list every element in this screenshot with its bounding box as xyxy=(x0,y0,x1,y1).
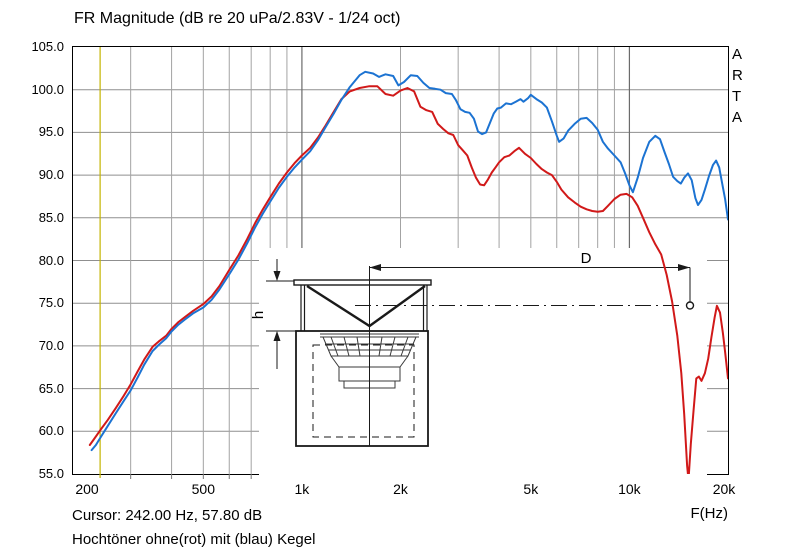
y-tick-label: 95.0 xyxy=(38,124,64,140)
y-tick-label: 80.0 xyxy=(38,252,64,268)
x-tick-label: 5k xyxy=(523,481,539,497)
red-curve-without-cone[interactable] xyxy=(88,85,728,480)
watermark-letter: A xyxy=(732,109,743,126)
blue-curve-with-cone[interactable] xyxy=(90,70,728,452)
y-tick-label: 55.0 xyxy=(38,466,64,481)
watermark-letter: R xyxy=(732,67,743,84)
watermark-letter: A xyxy=(732,46,743,63)
chart-title: FR Magnitude (dB re 20 uPa/2.83V - 1/24 … xyxy=(74,10,401,27)
arrow-up-icon xyxy=(273,331,281,341)
y-tick-label: 65.0 xyxy=(38,380,64,396)
legend-note: Hochtöner ohne(rot) mit (blau) Kegel xyxy=(72,531,316,548)
watermark-letter: T xyxy=(732,88,742,105)
x-tick-label: 500 xyxy=(191,481,215,497)
x-tick-label: 2k xyxy=(393,481,408,497)
y-tick-label: 70.0 xyxy=(38,337,64,353)
cursor-readout: Cursor: 242.00 Hz, 57.80 dB xyxy=(72,507,263,524)
y-tick-label: 85.0 xyxy=(38,209,64,225)
x-tick-label: 10k xyxy=(618,481,641,497)
x-tick-label: 20k xyxy=(712,481,736,497)
y-tick-label: 90.0 xyxy=(38,167,64,183)
y-tick-label: 60.0 xyxy=(38,423,64,439)
x-tick-label: 200 xyxy=(75,481,99,497)
arrow-left-icon xyxy=(369,264,381,271)
arrow-down-icon xyxy=(273,271,281,281)
inset-width-dim-label: D xyxy=(581,250,592,267)
speaker-diagram: h xyxy=(250,248,707,492)
inset-height-dim-label: h xyxy=(250,311,267,319)
y-tick-label: 100.0 xyxy=(31,81,64,97)
mic-point-icon xyxy=(685,301,695,310)
x-tick-label: 1k xyxy=(294,481,310,497)
arrow-right-icon xyxy=(678,264,690,271)
arta-watermark: A R T A xyxy=(732,44,743,128)
chart-area: h xyxy=(73,47,728,492)
y-tick-label: 75.0 xyxy=(38,295,64,311)
y-tick-label: 105.0 xyxy=(31,39,64,54)
x-axis-unit-label: F(Hz) xyxy=(690,505,729,522)
